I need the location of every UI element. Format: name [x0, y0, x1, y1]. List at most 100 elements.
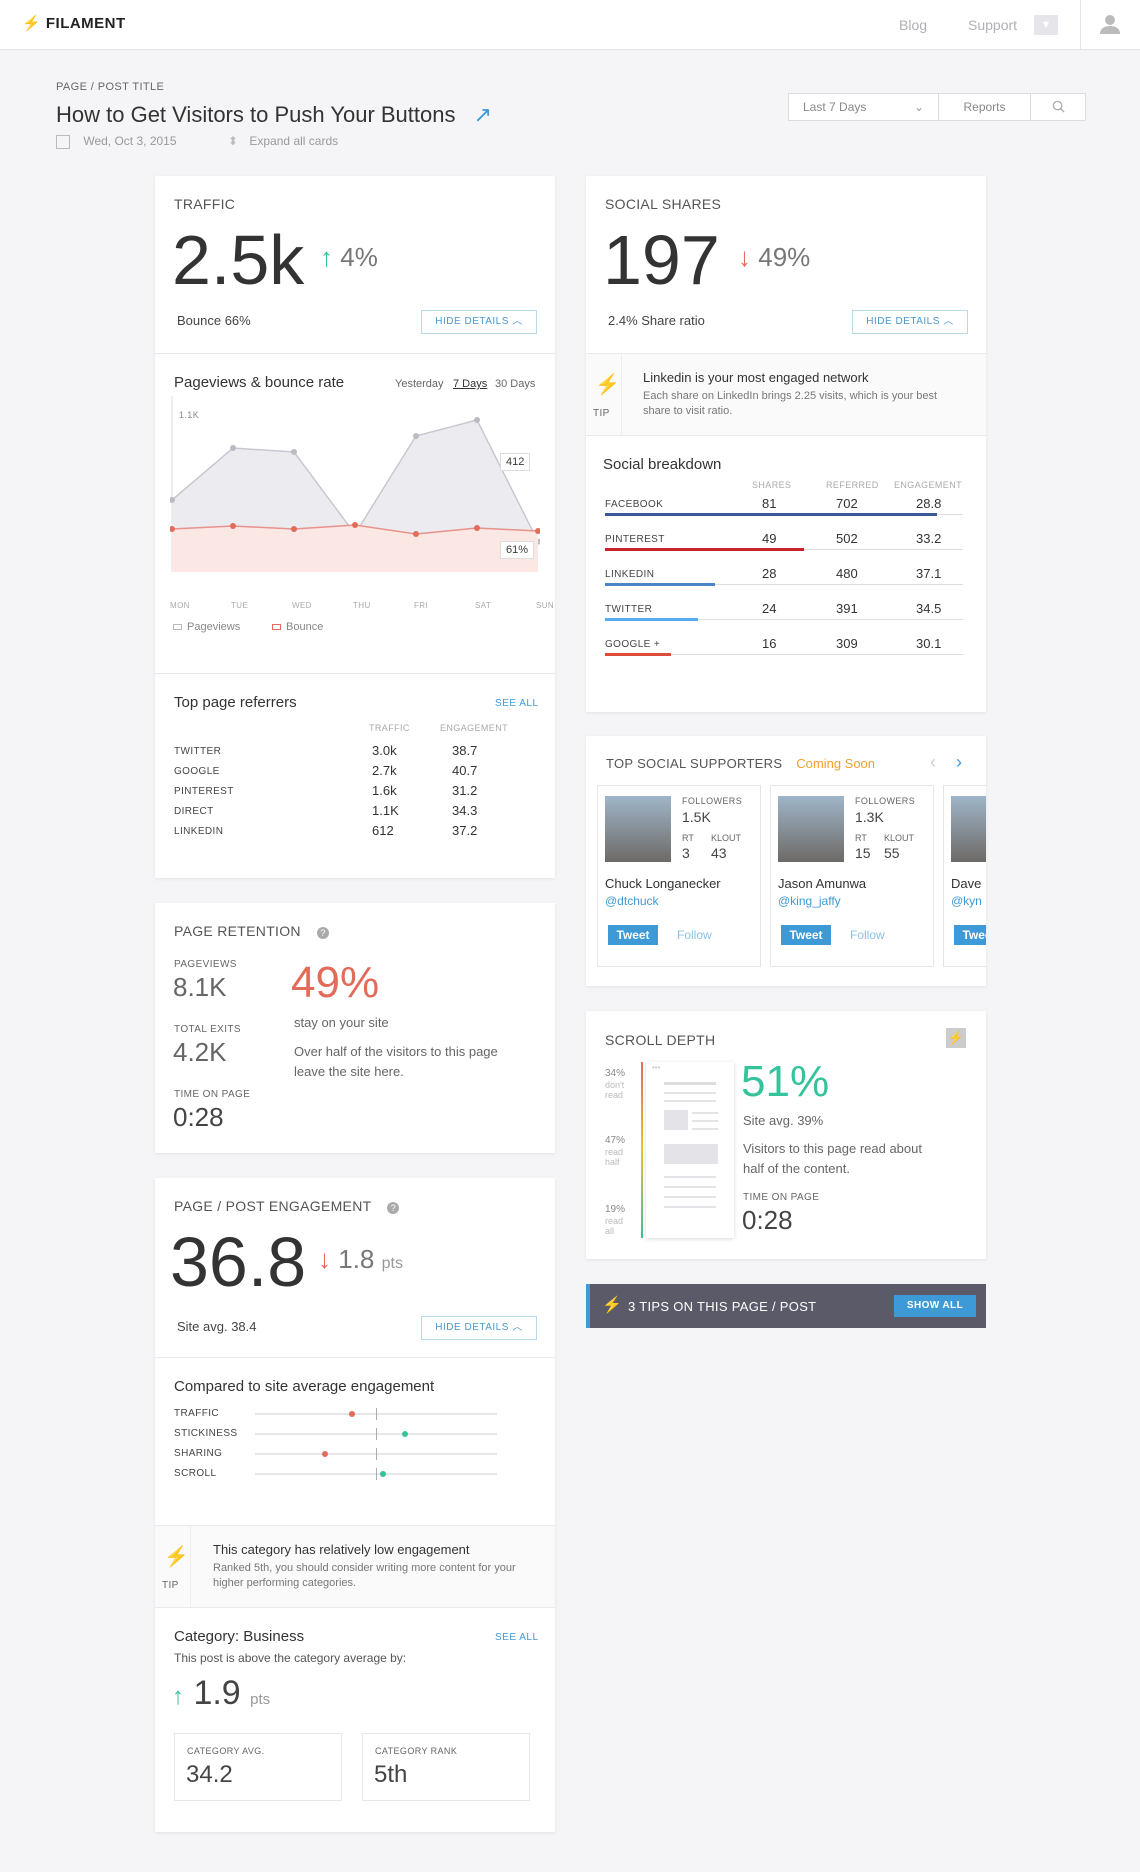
nav-support[interactable]: Support [968, 17, 1018, 33]
follow-link[interactable]: Follow [850, 928, 885, 942]
scroll-mark-text: read half [605, 1147, 624, 1167]
social-row-track [605, 584, 963, 585]
social-share-bar [605, 513, 937, 516]
range-7-days[interactable]: 7 Days [453, 378, 488, 390]
retention-card: PAGE RETENTION ? PAGEVIEWS 8.1K TOTAL EX… [155, 903, 555, 1153]
social-network-name: LINKEDIN [605, 569, 655, 580]
x-tick-label: THU [353, 601, 371, 610]
pageviews-area [172, 420, 538, 544]
scroll-label: SCROLL DEPTH [605, 1032, 716, 1048]
follow-link[interactable]: Follow [677, 928, 712, 942]
thumb-line [664, 1186, 716, 1188]
show-all-tips-button[interactable]: SHOW ALL [894, 1295, 976, 1317]
klout-value: 43 [711, 845, 727, 861]
breakdown-title: Social breakdown [603, 456, 722, 473]
engagement-value: 36.8 [170, 1223, 307, 1301]
supporter-handle[interactable]: @dtchuck [605, 894, 659, 908]
scroll-mark-text: read all [605, 1216, 624, 1236]
breadcrumb: PAGE / POST TITLE [56, 81, 165, 93]
thumb-line [664, 1082, 716, 1085]
referrer-engagement: 31.2 [452, 783, 478, 798]
klout-label: KLOUT [711, 833, 742, 843]
social-referred: 309 [836, 636, 858, 651]
tip-divider [190, 1526, 191, 1608]
supporters-title: TOP SOCIAL SUPPORTERS Coming Soon [606, 756, 876, 771]
bounce-rate: Bounce 66% [177, 313, 251, 328]
search-button[interactable] [1031, 94, 1085, 120]
legend-swatch [272, 624, 281, 630]
tips-banner[interactable]: ⚡ 3 TIPS ON THIS PAGE / POST SHOW ALL [586, 1284, 986, 1328]
external-link-icon[interactable]: ↗ [473, 102, 493, 127]
social-hide-details-button[interactable]: HIDE DETAILS ︿ [852, 310, 968, 334]
col-engagement: ENGAGEMENT [894, 480, 963, 490]
thumb-dots: ••• [652, 1063, 661, 1072]
scroll-gradient-bar [641, 1062, 643, 1238]
supporter-handle[interactable]: @king_jaffy [778, 894, 841, 908]
tweet-button[interactable]: Tweet [781, 925, 831, 945]
referrer-name: TWITTER [174, 746, 222, 757]
x-tick-label: SAT [475, 601, 492, 610]
supporter-card: FOLLOWERS 1.3K RT KLOUT 15 55 Jason Amunwa @kin… [770, 785, 934, 967]
social-network-name: GOOGLE + [605, 639, 661, 650]
thumb-line [692, 1112, 718, 1114]
share-ratio: 2.4% Share ratio [608, 313, 705, 328]
time-label: TIME ON PAGE [174, 1089, 251, 1100]
supporters-card: TOP SOCIAL SUPPORTERS Coming Soon ‹ › FO… [586, 736, 986, 986]
brand-logo[interactable]: ⚡ FILAMENT [22, 15, 126, 32]
prev-arrow-button[interactable]: ‹ [930, 752, 936, 772]
reports-button[interactable]: Reports [939, 94, 1031, 120]
followers-label: FOLLOWERS [855, 796, 916, 806]
support-dropdown-button[interactable]: ▼ [1034, 15, 1058, 35]
social-row-track [605, 619, 963, 620]
help-icon[interactable]: ? [317, 927, 330, 939]
metric-name: TRAFFIC [174, 1408, 220, 1419]
metric-dot [322, 1451, 328, 1457]
social-shares: 16 [762, 636, 777, 651]
social-shares: 81 [762, 496, 777, 511]
supporter-name: Chuck Longanecker [605, 876, 721, 891]
metric-name: SHARING [174, 1448, 223, 1459]
bounce-area [172, 525, 538, 572]
date-range-select[interactable]: Last 7 Days ⌄ [789, 94, 939, 120]
pageviews-point [474, 417, 480, 423]
retention-description: Over half of the visitors to this page l… [294, 1044, 498, 1079]
category-see-all-link[interactable]: SEE ALL [495, 1632, 539, 1643]
tweet-button[interactable]: Tweet [608, 925, 658, 945]
referrer-engagement: 38.7 [452, 743, 478, 758]
legend-bounce: Bounce [272, 621, 323, 633]
expand-all-cards-link[interactable]: ⬍ Expand all cards [228, 134, 339, 148]
referrers-see-all-link[interactable]: SEE ALL [495, 698, 539, 709]
col-traffic: TRAFFIC [369, 723, 410, 733]
range-yesterday[interactable]: Yesterday [395, 378, 444, 390]
traffic-hide-details-button[interactable]: HIDE DETAILS ︿ [421, 310, 537, 334]
followers-value: 1.5K [682, 809, 711, 825]
tweet-button[interactable]: Tweet [954, 925, 986, 945]
scroll-time-value: 0:28 [742, 1205, 793, 1235]
category-rank-box: CATEGORY RANK 5th [362, 1733, 530, 1801]
supporter-handle[interactable]: @kyn [951, 894, 982, 908]
next-arrow-button[interactable]: › [956, 752, 962, 772]
social-breakdown: Social breakdown SHARES REFERRED ENGAGEM… [586, 435, 986, 712]
klout-label: KLOUT [884, 833, 915, 843]
social-network-name: FACEBOOK [605, 499, 664, 510]
help-icon[interactable]: ? [387, 1202, 400, 1214]
nav-blog[interactable]: Blog [899, 17, 928, 33]
bounce-point [413, 531, 419, 537]
engagement-hide-details-button[interactable]: HIDE DETAILS ︿ [421, 1316, 537, 1340]
referrer-name: DIRECT [174, 806, 214, 817]
metric-avg-tick [376, 1408, 377, 1420]
retention-stay: stay on your site [294, 1015, 389, 1030]
calendar-icon [56, 134, 70, 149]
user-avatar-button[interactable] [1098, 12, 1122, 36]
referrer-traffic: 3.0k [372, 743, 397, 758]
range-30-days[interactable]: 30 Days [495, 378, 536, 390]
tip-body: Each share on LinkedIn brings 2.25 visit… [643, 390, 938, 417]
metric-name: SCROLL [174, 1468, 217, 1479]
arrow-down-icon: ↓ [738, 242, 751, 272]
bolt-icon: ⚡ [602, 1297, 622, 1314]
social-engagement: 33.2 [916, 531, 942, 546]
legend-pageviews: Pageviews [173, 621, 240, 633]
metric-dot [402, 1431, 408, 1437]
social-network-name: PINTEREST [605, 534, 665, 545]
user-icon [1100, 15, 1120, 34]
